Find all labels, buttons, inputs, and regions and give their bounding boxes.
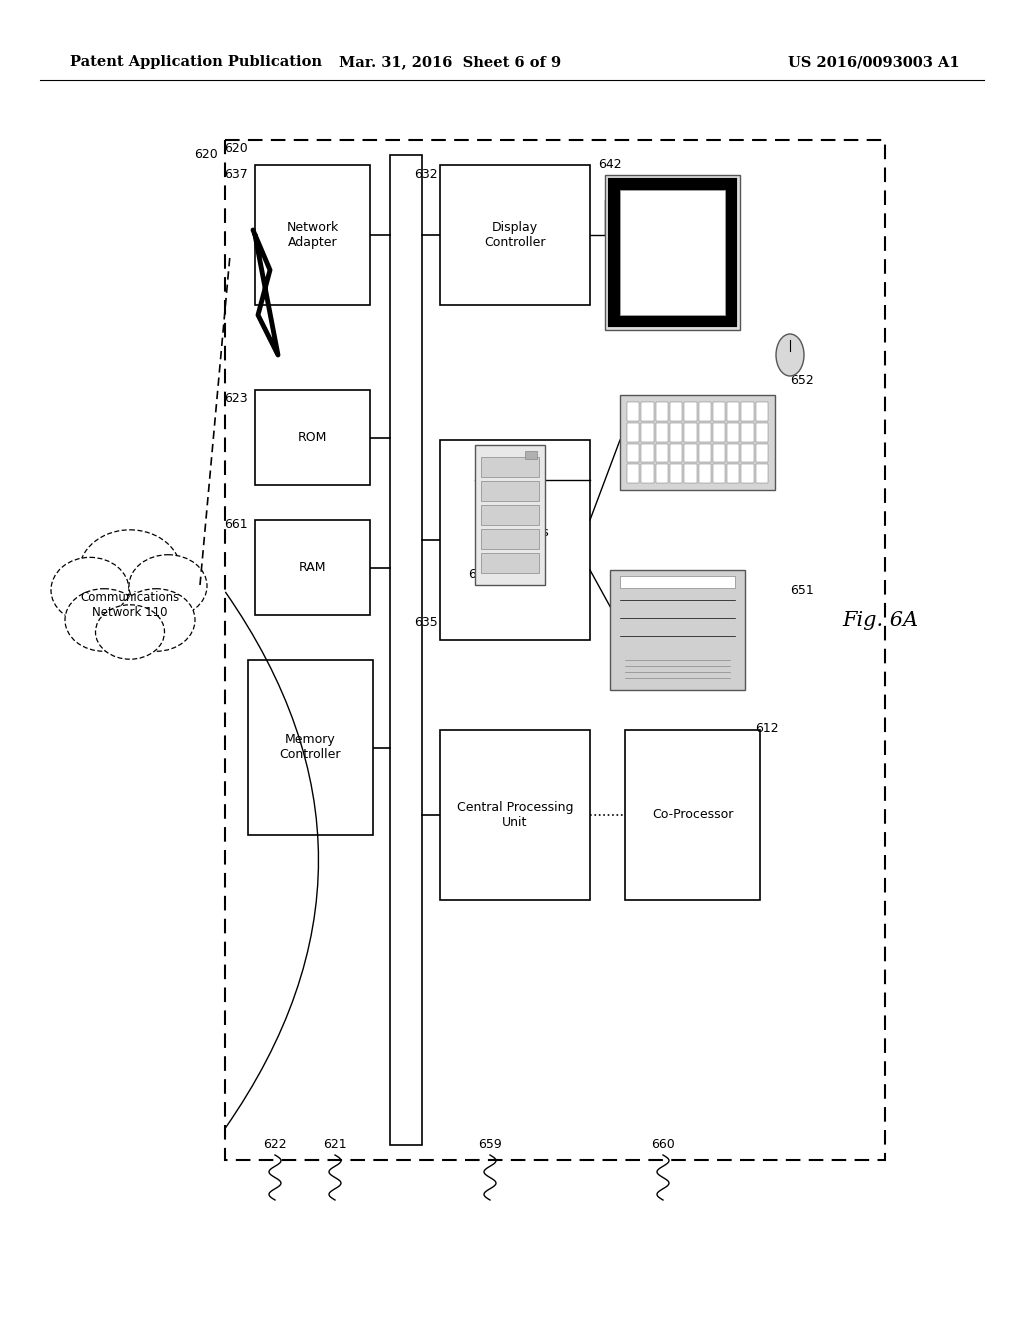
Bar — [627, 465, 639, 483]
Bar — [610, 570, 745, 690]
Bar — [756, 403, 768, 421]
Text: 660: 660 — [651, 1138, 675, 1151]
Bar — [481, 457, 539, 477]
Bar — [627, 422, 639, 441]
Bar — [625, 730, 760, 900]
Text: 651: 651 — [790, 583, 814, 597]
Bar — [255, 520, 370, 615]
Bar — [481, 553, 539, 573]
Ellipse shape — [65, 589, 143, 651]
Text: Fig. 6A: Fig. 6A — [842, 610, 919, 630]
Text: US 2016/0093003 A1: US 2016/0093003 A1 — [788, 55, 961, 69]
Text: Display
Controller: Display Controller — [484, 220, 546, 249]
Text: 612: 612 — [755, 722, 778, 734]
Bar — [713, 444, 725, 462]
Bar — [641, 422, 653, 441]
Text: RAM: RAM — [299, 561, 327, 574]
Text: 623: 623 — [224, 392, 248, 404]
Bar — [440, 165, 590, 305]
Bar — [698, 465, 711, 483]
Bar — [713, 422, 725, 441]
Text: 620: 620 — [195, 149, 218, 161]
Text: 642: 642 — [598, 158, 622, 172]
Bar — [670, 422, 682, 441]
Text: Communications
Network 110: Communications Network 110 — [80, 591, 179, 619]
Bar — [684, 422, 696, 441]
Text: 637: 637 — [224, 169, 248, 181]
Bar — [641, 465, 653, 483]
Ellipse shape — [79, 529, 181, 614]
Bar — [741, 403, 754, 421]
Text: 635: 635 — [415, 615, 438, 628]
Text: 652: 652 — [790, 374, 814, 387]
Bar — [627, 403, 639, 421]
Text: 661: 661 — [224, 519, 248, 532]
Bar — [756, 444, 768, 462]
Bar — [670, 465, 682, 483]
Bar — [605, 176, 740, 330]
Bar — [756, 465, 768, 483]
Bar — [248, 660, 373, 836]
Bar — [727, 403, 739, 421]
Bar — [741, 422, 754, 441]
Text: 621: 621 — [324, 1138, 347, 1151]
Bar — [620, 576, 735, 587]
Ellipse shape — [51, 557, 129, 623]
Bar — [627, 444, 639, 462]
Bar — [440, 730, 590, 900]
Ellipse shape — [95, 605, 165, 659]
Bar — [727, 422, 739, 441]
Text: Mar. 31, 2016  Sheet 6 of 9: Mar. 31, 2016 Sheet 6 of 9 — [339, 55, 561, 69]
Bar — [475, 445, 545, 585]
Text: Co-Processor: Co-Processor — [652, 808, 733, 821]
Bar — [481, 529, 539, 549]
Bar — [741, 465, 754, 483]
Bar — [756, 422, 768, 441]
Text: 620: 620 — [224, 141, 248, 154]
Bar — [255, 165, 370, 305]
Bar — [620, 395, 775, 490]
Ellipse shape — [129, 554, 207, 618]
Bar — [655, 444, 668, 462]
Bar — [670, 403, 682, 421]
Bar — [390, 154, 422, 1144]
Text: Patent Application Publication: Patent Application Publication — [70, 55, 322, 69]
Text: 659: 659 — [478, 1138, 502, 1151]
Bar — [255, 389, 370, 484]
Text: 632: 632 — [415, 169, 438, 181]
Text: 639: 639 — [468, 569, 492, 582]
Bar — [655, 422, 668, 441]
Bar — [684, 403, 696, 421]
Bar — [741, 444, 754, 462]
Bar — [713, 403, 725, 421]
Bar — [698, 422, 711, 441]
Text: ROM: ROM — [298, 432, 328, 444]
Bar — [641, 403, 653, 421]
Bar — [698, 403, 711, 421]
Bar — [641, 444, 653, 462]
Bar — [684, 444, 696, 462]
Text: Network
Adapter: Network Adapter — [287, 220, 339, 249]
Bar — [525, 451, 537, 459]
Text: Memory
Controller: Memory Controller — [280, 734, 341, 762]
Bar — [655, 403, 668, 421]
Bar — [620, 190, 725, 315]
Bar — [225, 140, 885, 1160]
Ellipse shape — [776, 334, 804, 376]
Bar — [684, 465, 696, 483]
Text: Central Processing
Unit: Central Processing Unit — [457, 801, 573, 829]
Bar — [610, 180, 735, 325]
Bar — [670, 444, 682, 462]
Text: 622: 622 — [263, 1138, 287, 1151]
Bar — [727, 444, 739, 462]
Bar — [655, 465, 668, 483]
Bar — [698, 444, 711, 462]
Text: Peripherals
Controller: Peripherals Controller — [480, 525, 550, 554]
Bar — [713, 465, 725, 483]
Ellipse shape — [117, 589, 195, 651]
Bar — [440, 440, 590, 640]
Bar — [727, 465, 739, 483]
Bar — [481, 480, 539, 502]
Bar — [481, 506, 539, 525]
